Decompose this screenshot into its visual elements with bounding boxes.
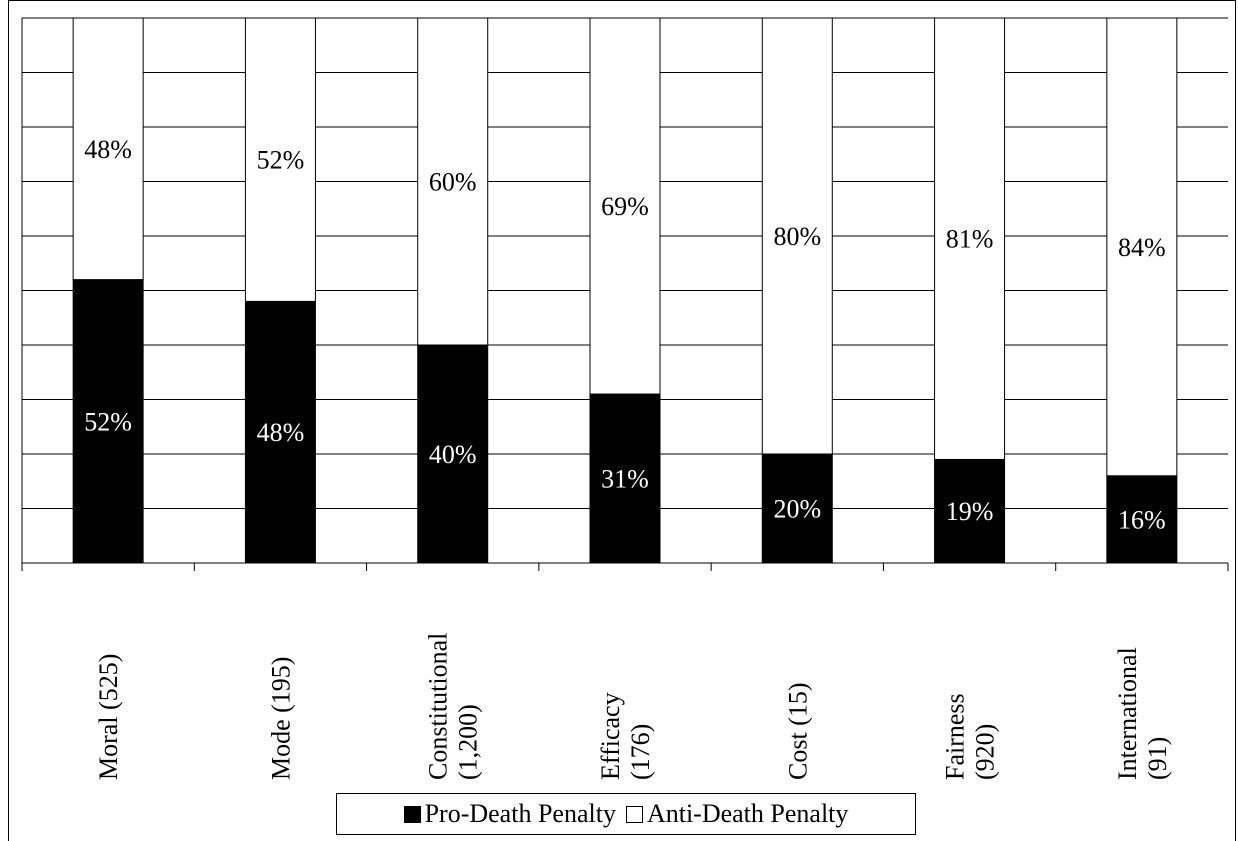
category-label: Fairness xyxy=(941,693,970,780)
category-label: Constitutional xyxy=(424,633,453,780)
bar-anti-death-penalty xyxy=(589,17,661,395)
legend: Pro-Death Penalty Anti-Death Penalty xyxy=(336,793,916,835)
data-label-pro: 40% xyxy=(429,440,477,469)
category-label: (176) xyxy=(626,724,655,780)
data-label-anti: 52% xyxy=(257,146,305,175)
category-label: International xyxy=(1113,647,1142,780)
bar-pro-death-penalty xyxy=(244,300,316,564)
bar-anti-death-penalty xyxy=(244,17,316,302)
bar-pro-death-penalty xyxy=(72,279,144,564)
bar-anti-death-penalty xyxy=(1106,17,1178,477)
legend-item-pro: Pro-Death Penalty xyxy=(403,799,616,829)
category-label: Efficacy xyxy=(596,692,625,780)
data-label-anti: 80% xyxy=(773,222,821,251)
category-label: Moral (525) xyxy=(94,654,123,780)
category-label: Mode (195) xyxy=(266,657,295,780)
legend-item-anti: Anti-Death Penalty xyxy=(625,799,849,829)
data-label-anti: 69% xyxy=(601,192,649,221)
bar-anti-death-penalty xyxy=(417,17,489,346)
data-label-anti: 84% xyxy=(1118,233,1166,262)
chart-frame xyxy=(8,0,1236,841)
data-label-pro: 19% xyxy=(946,497,994,526)
data-label-anti: 48% xyxy=(84,135,132,164)
data-label-pro: 48% xyxy=(257,418,305,447)
bar-pro-death-penalty xyxy=(417,344,489,564)
data-label-anti: 60% xyxy=(429,168,477,197)
data-label-pro: 52% xyxy=(84,407,132,436)
legend-swatch-pro xyxy=(403,805,421,823)
data-label-pro: 16% xyxy=(1118,505,1166,534)
bar-anti-death-penalty xyxy=(934,17,1006,460)
bar-pro-death-penalty xyxy=(589,393,661,564)
category-label: (920) xyxy=(971,724,1000,780)
bar-anti-death-penalty xyxy=(761,17,833,455)
bar-pro-death-penalty xyxy=(761,453,833,564)
legend-label-pro: Pro-Death Penalty xyxy=(424,799,616,828)
data-label-pro: 20% xyxy=(773,495,821,524)
legend-label-anti: Anti-Death Penalty xyxy=(646,799,849,828)
category-label: (1,200) xyxy=(454,704,483,780)
category-label: (91) xyxy=(1143,737,1172,780)
data-label-pro: 31% xyxy=(601,465,649,494)
legend-swatch-anti xyxy=(625,805,643,823)
data-label-anti: 81% xyxy=(946,225,994,254)
bar-anti-death-penalty xyxy=(72,17,144,281)
category-label: Cost (15) xyxy=(783,683,812,781)
